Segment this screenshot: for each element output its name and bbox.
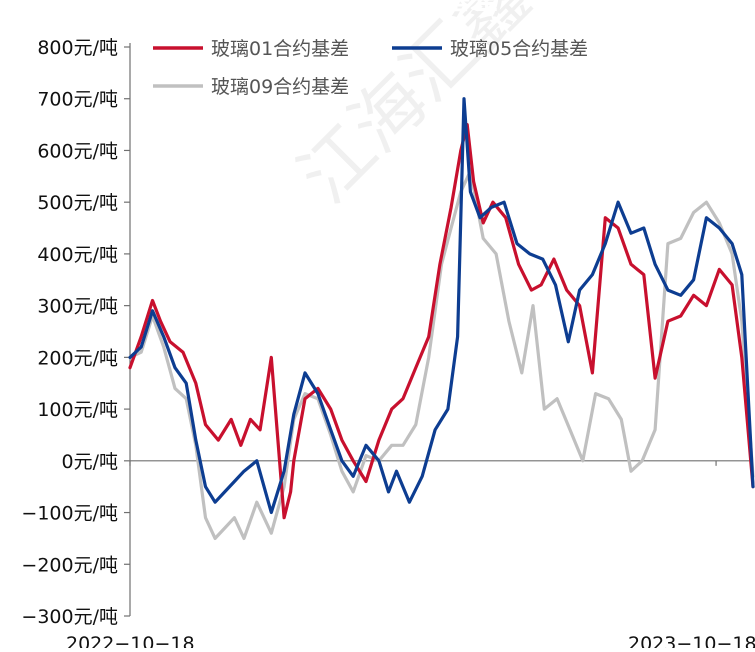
y-tick-label: 800元/吨: [37, 37, 118, 59]
y-tick-label: 200元/吨: [37, 347, 118, 369]
watermark: 江海汇鑫: [283, 0, 546, 219]
legend-label: 玻璃05合约基差: [450, 38, 588, 60]
y-tick-label: 600元/吨: [37, 140, 118, 162]
y-tick-label: 500元/吨: [37, 192, 118, 214]
series-lines: [128, 97, 755, 541]
legend-label: 玻璃09合约基差: [211, 76, 349, 98]
y-tick-label: −300元/吨: [21, 606, 118, 628]
chart-title: 图三：玻璃主要合约基差: [190, 0, 498, 12]
y-tick-label: −100元/吨: [21, 503, 118, 525]
y-tick-label: −200元/吨: [21, 554, 118, 576]
chart-title-strip: 图三：玻璃主要合约基差: [150, 0, 600, 12]
series-line-05: [128, 97, 755, 515]
legend-label: 玻璃01合约基差: [211, 38, 349, 60]
y-tick-label: 400元/吨: [37, 244, 118, 266]
y-tick-label: 700元/吨: [37, 89, 118, 111]
y-tick-label: 300元/吨: [37, 296, 118, 318]
y-tick-label: 100元/吨: [37, 399, 118, 421]
series-line-01: [128, 122, 755, 520]
axes: −300元/吨 −200元/吨 −100元/吨 0元/吨 100元/吨 200元/吨 300…: [21, 37, 755, 652]
watermark-text: 江海汇鑫: [283, 0, 546, 219]
y-tick-label: 0元/吨: [62, 451, 119, 473]
x-tick-label: 2022−10−18: [66, 633, 195, 648]
series-line-09: [128, 169, 755, 541]
x-tick-label: 2023−10−18: [628, 633, 755, 648]
